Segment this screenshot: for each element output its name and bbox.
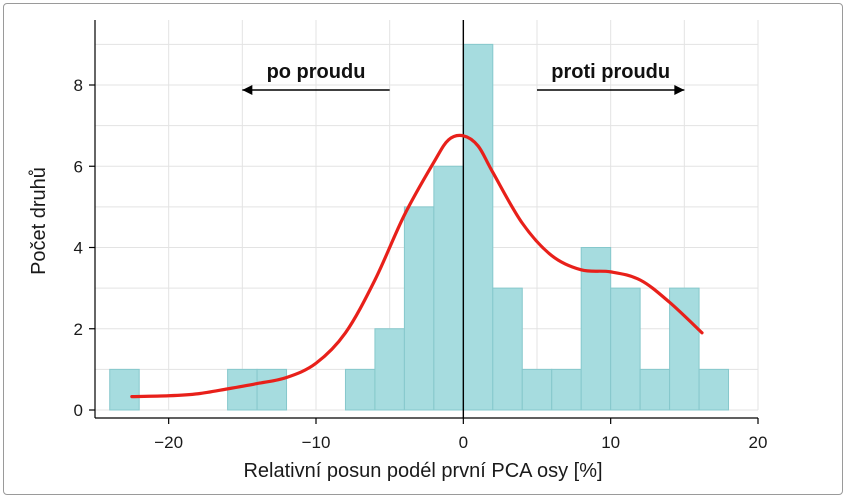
annotation-label: proti proudu	[551, 61, 670, 83]
density-curve	[130, 133, 704, 399]
histogram-bar	[639, 368, 671, 411]
y-tick-label: 8	[74, 76, 83, 95]
density-curve-layer	[130, 133, 704, 399]
annotations: po proudu proti proudu	[242, 61, 685, 95]
histogram-bar	[551, 368, 582, 411]
histogram-bar	[344, 368, 376, 411]
histogram-bars	[109, 43, 730, 411]
x-tick-label: 0	[459, 433, 468, 452]
histogram-bar	[374, 328, 405, 411]
y-axis-title: Počet druhů	[28, 167, 50, 275]
y-tick-label: 6	[74, 157, 83, 176]
histogram-bar	[580, 247, 612, 411]
x-tick-label: −10	[302, 433, 331, 452]
histogram-bar	[433, 165, 464, 411]
histogram-bar	[256, 368, 288, 411]
tick-labels: −20 −10 0 10 20 0 2 4 6 8	[74, 76, 768, 452]
histogram-bar	[492, 287, 523, 411]
histogram-bar	[403, 206, 435, 411]
annotation-arrowhead	[674, 85, 685, 95]
y-tick-label: 4	[74, 239, 83, 258]
annotation-arrowhead	[242, 85, 253, 95]
histogram-bar	[462, 43, 494, 411]
histogram-bar	[109, 368, 140, 411]
histogram-bar	[610, 287, 641, 411]
x-axis-title: Relativní posun podél první PCA osy [%]	[243, 460, 602, 482]
y-tick-label: 2	[74, 320, 83, 339]
annotation-label: po proudu	[267, 61, 366, 83]
histogram-bar	[521, 368, 553, 411]
x-tick-label: 20	[749, 433, 768, 452]
axes	[89, 20, 759, 424]
figure-frame	[3, 3, 843, 495]
y-tick-label: 0	[74, 401, 83, 420]
histogram-bar	[698, 368, 730, 411]
x-tick-label: 10	[601, 433, 620, 452]
x-tick-label: −20	[154, 433, 183, 452]
